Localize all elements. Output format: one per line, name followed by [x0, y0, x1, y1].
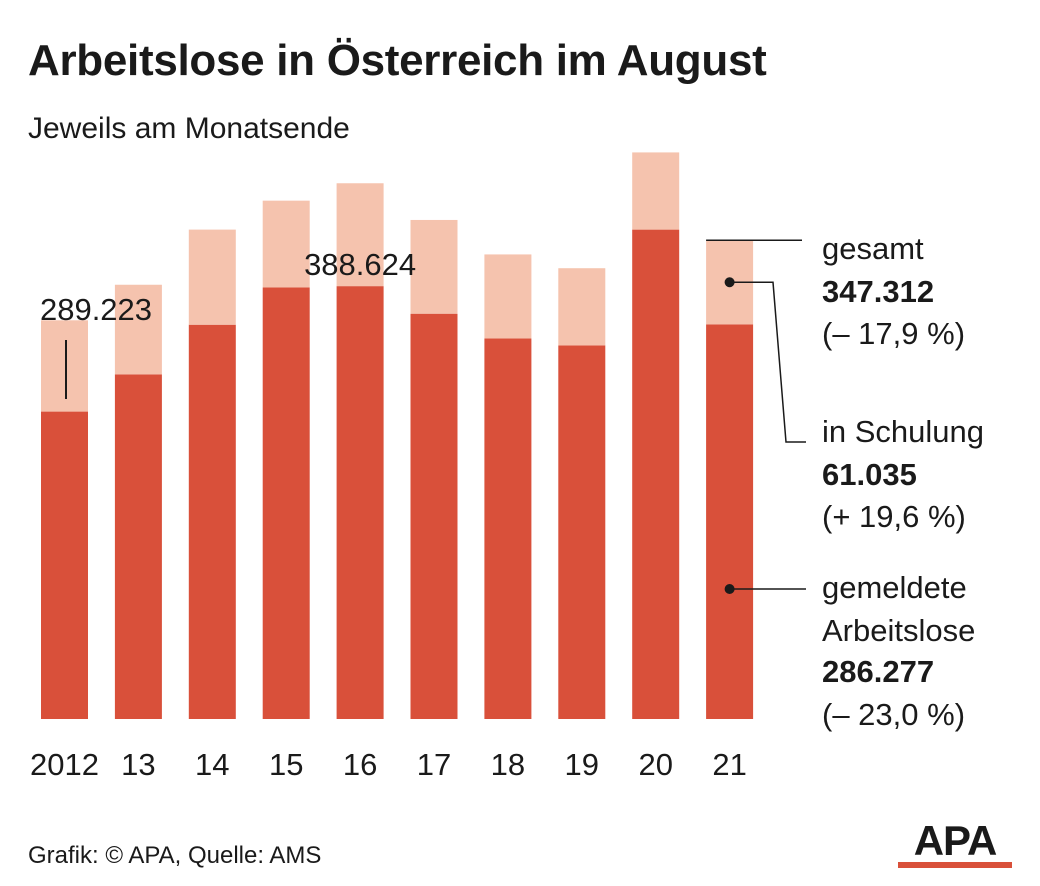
bar-training-19 — [558, 268, 606, 346]
bar-registered-14 — [188, 324, 236, 719]
annotation-total-value: 347.312 — [822, 274, 934, 309]
bar-training-2012 — [41, 320, 88, 412]
x-tick-label-19: 19 — [565, 747, 599, 782]
bar-training-15 — [262, 200, 310, 288]
annotation-registered-label-line1: gemeldete — [822, 570, 967, 605]
annotation-training-label: in Schulung — [822, 414, 984, 449]
x-tick-label-13: 13 — [121, 747, 155, 782]
annotation-registered-change: (– 23,0 %) — [822, 697, 965, 732]
bar-registered-16 — [336, 286, 384, 719]
annotation-registered-value: 286.277 — [822, 654, 934, 689]
apa-logo-text: APA — [913, 817, 998, 864]
chart-title: Arbeitslose in Österreich im August — [28, 36, 767, 85]
annotation-training-change: (+ 19,6 %) — [822, 499, 966, 534]
bar-training-18 — [484, 254, 532, 339]
bar-registered-21 — [706, 324, 754, 719]
annotation-training-leader — [729, 281, 806, 443]
x-tick-label-18: 18 — [491, 747, 525, 782]
bar-training-16 — [336, 183, 384, 287]
apa-logo-bar — [898, 862, 1012, 868]
annotation-total-label: gesamt — [822, 231, 924, 266]
source-credit: Grafik: © APA, Quelle: AMS — [28, 842, 322, 869]
apa-logo: APA — [898, 820, 1012, 870]
x-tick-label-14: 14 — [195, 747, 229, 782]
bar-training-14 — [188, 229, 236, 325]
bar-registered-19 — [558, 345, 606, 719]
bar-registered-18 — [484, 338, 532, 719]
bar-training-17 — [410, 219, 458, 314]
bar-registered-15 — [262, 287, 310, 719]
x-tick-label-20: 20 — [638, 747, 672, 782]
x-tick-label-2012: 2012 — [30, 747, 99, 782]
chart-subtitle: Jeweils am Monatsende — [28, 112, 350, 145]
bar-training-20 — [632, 152, 680, 230]
bar-registered-2012 — [41, 411, 88, 719]
x-tick-label-21: 21 — [712, 747, 746, 782]
bar-registered-20 — [632, 229, 680, 719]
bar-registered-17 — [410, 313, 458, 719]
total-label-2012: 289.223 — [40, 292, 152, 327]
x-tick-label-15: 15 — [269, 747, 303, 782]
annotation-registered-label-line2: Arbeitslose — [822, 613, 975, 648]
x-tick-label-17: 17 — [417, 747, 451, 782]
bar-training-13 — [114, 284, 162, 375]
total-label-16: 388.624 — [304, 247, 416, 282]
x-tick-label-16: 16 — [343, 747, 377, 782]
annotation-training-value: 61.035 — [822, 457, 917, 492]
annotation-total-change: (– 17,9 %) — [822, 316, 965, 351]
bar-registered-13 — [114, 374, 162, 719]
